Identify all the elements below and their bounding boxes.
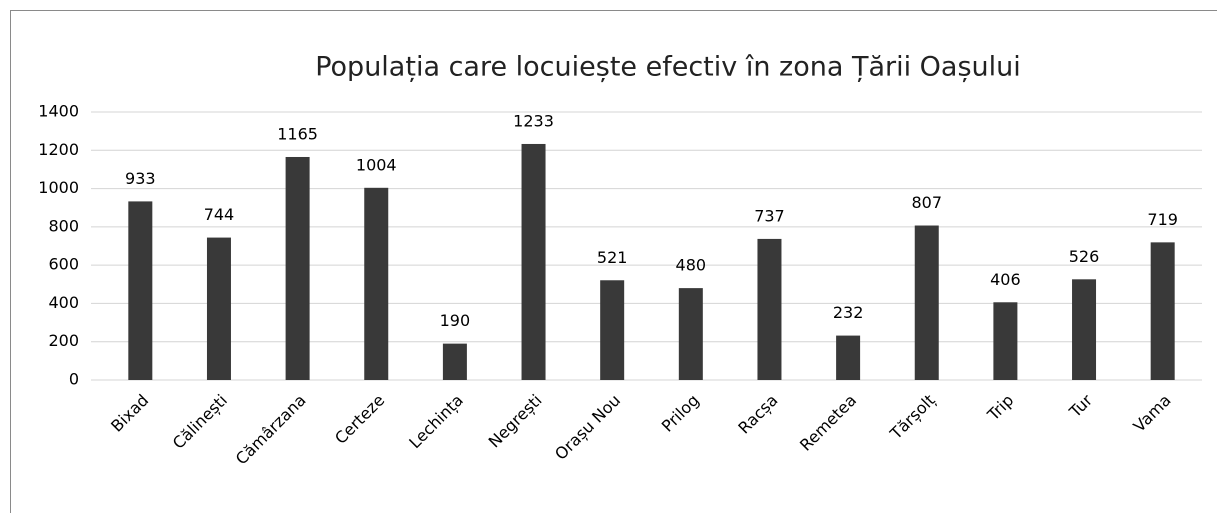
chart-border bbox=[10, 10, 1217, 513]
x-tick-label: Vama bbox=[1130, 391, 1175, 436]
bar bbox=[521, 143, 546, 380]
bar bbox=[914, 225, 939, 380]
bar bbox=[442, 343, 467, 380]
y-tick-label: 600 bbox=[48, 255, 79, 274]
data-label: 1165 bbox=[277, 124, 318, 143]
y-tick-label: 200 bbox=[48, 331, 79, 350]
data-label: 406 bbox=[990, 270, 1021, 289]
data-label: 719 bbox=[1147, 210, 1178, 229]
bar bbox=[836, 335, 861, 380]
x-tick-label: Tărșolț bbox=[886, 391, 939, 444]
data-label: 526 bbox=[1069, 247, 1100, 266]
bar bbox=[128, 201, 153, 380]
x-tick-label: Lechința bbox=[405, 391, 467, 453]
x-tick-label: Tur bbox=[1065, 390, 1096, 421]
y-tick-label: 800 bbox=[48, 216, 79, 235]
x-tick-label: Orașu Nou bbox=[551, 391, 624, 464]
bar bbox=[1150, 242, 1175, 380]
data-label: 744 bbox=[204, 205, 235, 224]
data-label: 1233 bbox=[513, 111, 554, 130]
bar bbox=[285, 156, 310, 380]
data-label: 480 bbox=[676, 256, 707, 275]
bar bbox=[364, 187, 389, 380]
y-tick-label: 1200 bbox=[38, 140, 79, 159]
x-tick-label: Negrești bbox=[485, 391, 546, 452]
data-label: 1004 bbox=[356, 155, 397, 174]
y-tick-label: 400 bbox=[48, 293, 79, 312]
x-tick-label: Prilog bbox=[658, 391, 703, 436]
data-label: 232 bbox=[833, 303, 864, 322]
bar bbox=[757, 238, 782, 380]
bar bbox=[678, 288, 703, 380]
bar bbox=[600, 280, 625, 380]
x-tick-label: Bixad bbox=[107, 391, 152, 436]
data-label: 807 bbox=[911, 193, 942, 212]
x-tick-label: Călinești bbox=[169, 391, 231, 453]
y-tick-label: 1000 bbox=[38, 178, 79, 197]
y-tick-label: 0 bbox=[69, 370, 79, 389]
data-label: 190 bbox=[440, 311, 471, 330]
x-tick-label: Trip bbox=[983, 391, 1017, 425]
data-label: 933 bbox=[125, 169, 156, 188]
data-label: 521 bbox=[597, 248, 628, 267]
x-tick-label: Certeze bbox=[331, 391, 388, 448]
data-label: 737 bbox=[754, 206, 785, 225]
bar bbox=[993, 302, 1018, 380]
x-tick-label: Racșa bbox=[734, 391, 781, 438]
x-tick-label: Cămârzana bbox=[232, 391, 310, 469]
bar bbox=[206, 237, 231, 380]
bar bbox=[1072, 279, 1097, 380]
x-tick-label: Remetea bbox=[796, 391, 860, 455]
chart-title: Populația care locuiește efectiv în zona… bbox=[315, 52, 1021, 83]
y-tick-label: 1400 bbox=[38, 102, 79, 121]
